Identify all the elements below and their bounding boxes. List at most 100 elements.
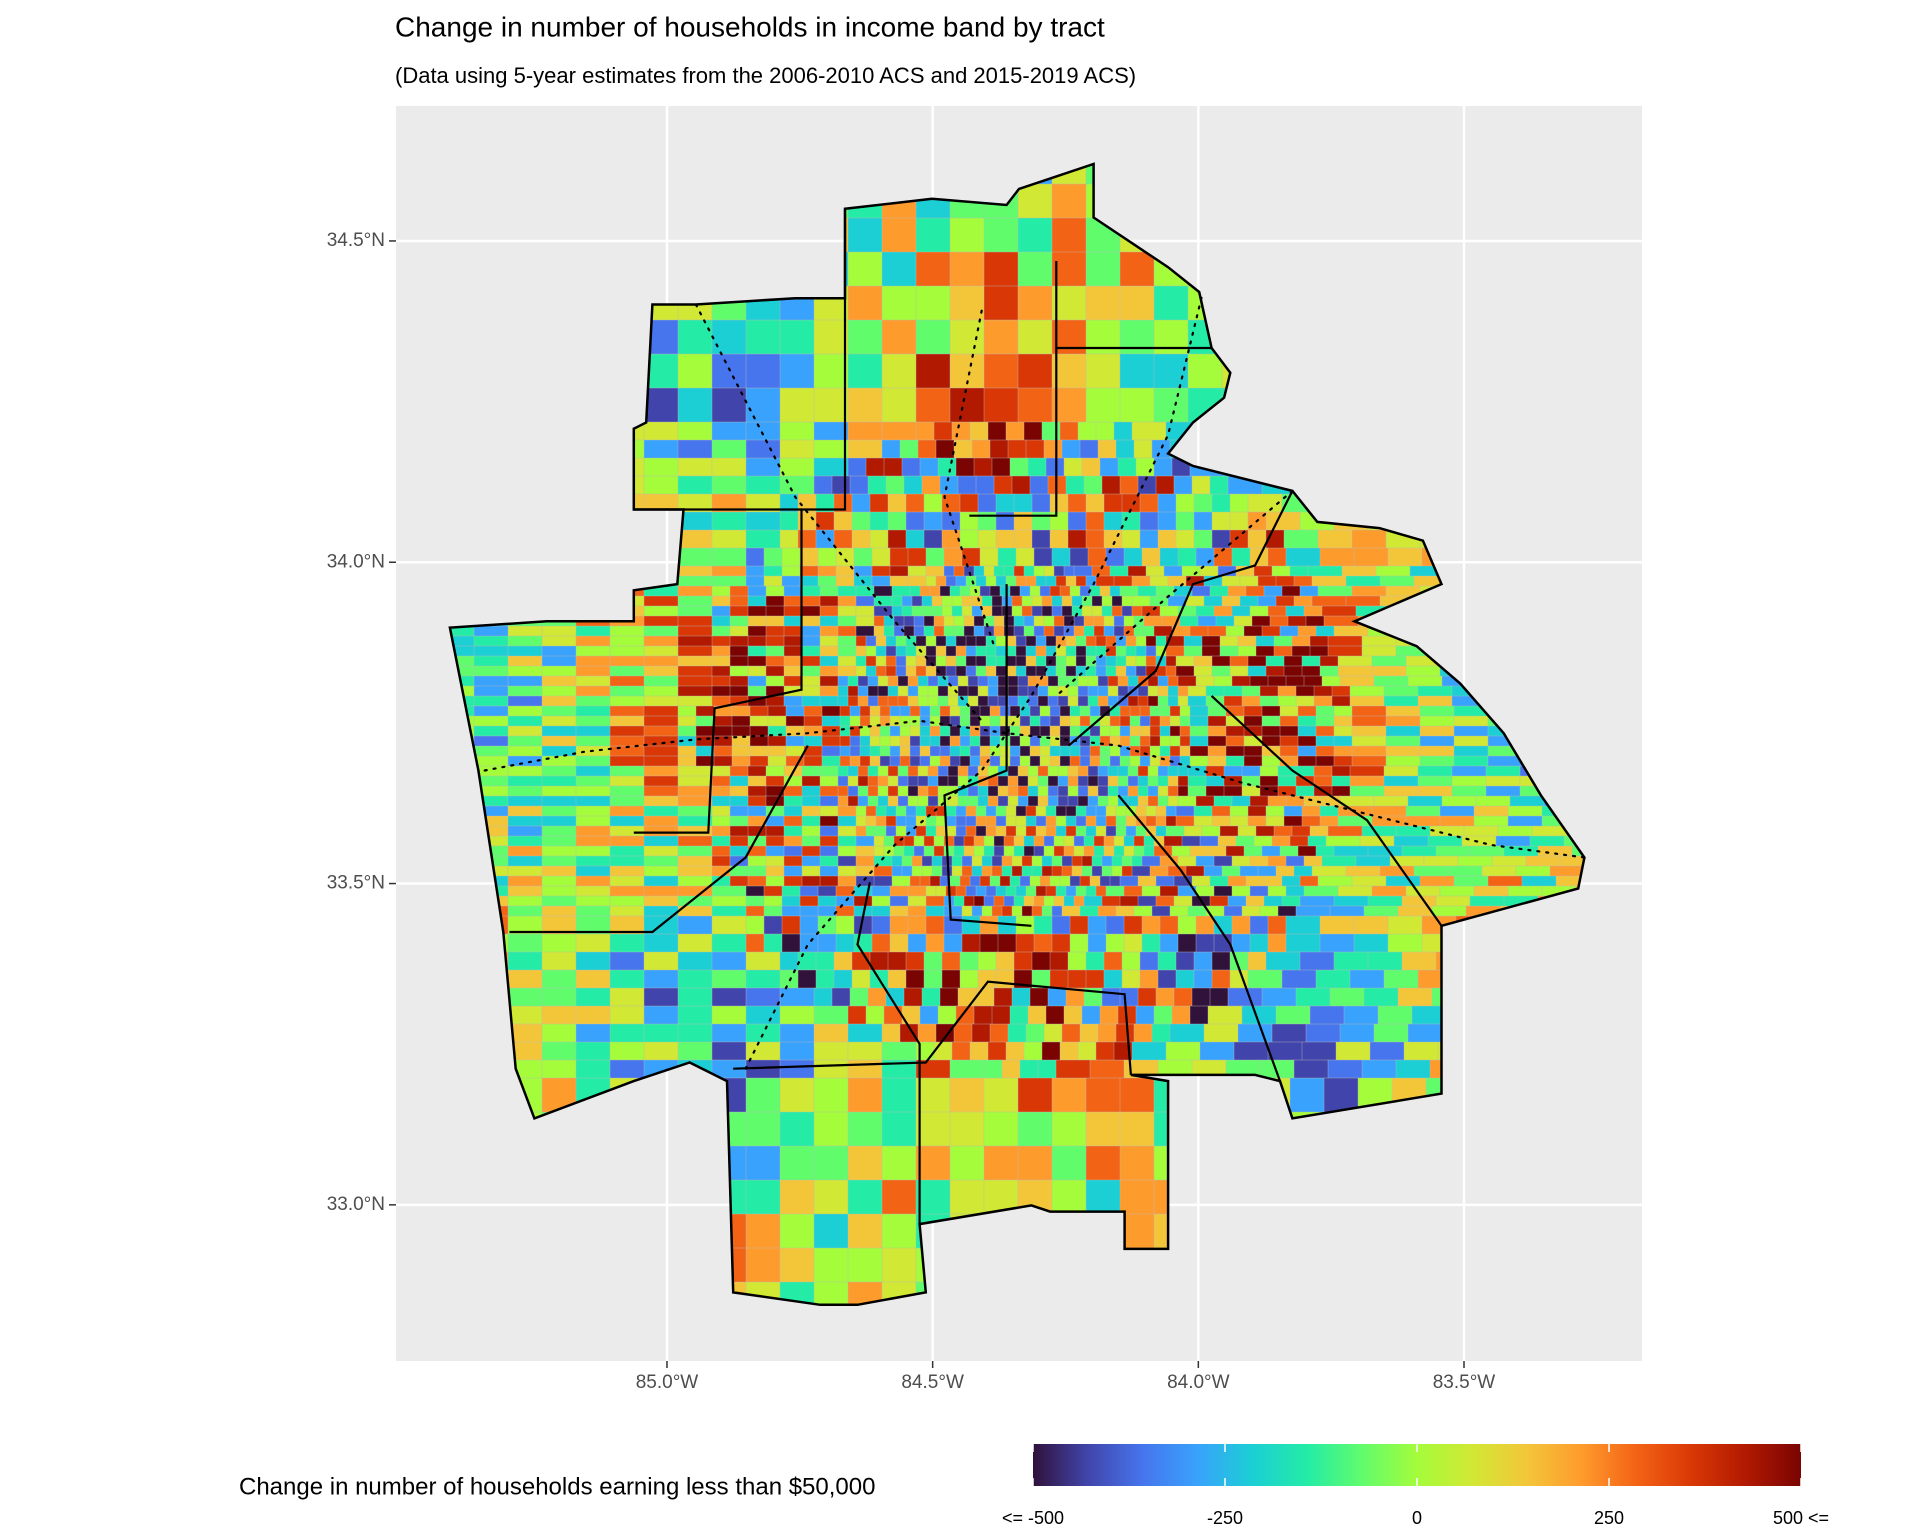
tract	[1079, 1023, 1099, 1043]
tract	[1157, 695, 1169, 707]
tract	[915, 655, 927, 667]
tract	[1049, 875, 1061, 887]
tract	[1061, 595, 1073, 607]
tract	[1157, 951, 1177, 971]
tract	[1139, 705, 1151, 717]
tract	[881, 387, 917, 423]
tract	[959, 529, 979, 549]
tract	[847, 785, 859, 797]
tract	[943, 625, 955, 637]
tract	[925, 885, 937, 897]
tract	[865, 457, 885, 477]
tract	[949, 725, 961, 737]
tract	[1015, 805, 1027, 817]
tract	[983, 353, 1019, 389]
tract	[965, 575, 977, 587]
tract	[945, 815, 957, 827]
tract	[907, 915, 927, 935]
tract	[919, 1005, 939, 1025]
tract	[1179, 715, 1191, 727]
tract	[917, 685, 929, 697]
tract	[1021, 855, 1033, 867]
tract	[1037, 685, 1049, 697]
tract	[781, 933, 801, 953]
tract	[1025, 439, 1045, 459]
tract	[1045, 1005, 1065, 1025]
tract	[1157, 529, 1177, 549]
tract	[745, 1179, 781, 1215]
tract	[1077, 685, 1089, 697]
legend-tick-label: 0	[1412, 1508, 1422, 1528]
tract	[911, 595, 923, 607]
tract	[981, 595, 993, 607]
tract	[1029, 745, 1041, 757]
tract	[909, 585, 921, 597]
tract	[779, 1213, 815, 1249]
tract	[1043, 625, 1055, 637]
tract	[1105, 805, 1117, 817]
tract	[895, 805, 907, 817]
tract	[919, 705, 931, 717]
tract	[835, 933, 855, 953]
tract	[969, 735, 981, 747]
tract	[797, 969, 817, 989]
tract	[1075, 635, 1087, 647]
tract	[779, 511, 799, 531]
tract	[1023, 615, 1035, 627]
tract	[1083, 475, 1103, 495]
tract	[923, 511, 943, 531]
tract	[1149, 705, 1161, 717]
tract	[1083, 835, 1095, 847]
tract	[949, 875, 961, 887]
tract	[1033, 915, 1053, 935]
tract	[947, 765, 959, 777]
tract	[877, 685, 889, 697]
tract	[1005, 825, 1017, 837]
tract	[1077, 775, 1089, 787]
tract	[1101, 595, 1113, 607]
tract	[1033, 835, 1045, 847]
tract	[837, 685, 849, 697]
tract	[1193, 511, 1213, 531]
tract	[915, 387, 951, 423]
tract	[873, 835, 885, 847]
tract	[1017, 183, 1053, 219]
tract	[1169, 705, 1181, 717]
county-border	[733, 980, 1132, 1075]
tract	[905, 969, 925, 989]
tract	[1115, 665, 1127, 677]
tract	[979, 875, 991, 887]
tract	[927, 675, 939, 687]
tract	[1065, 815, 1077, 827]
tract	[959, 493, 979, 513]
tract	[1159, 715, 1171, 727]
tract	[995, 805, 1007, 817]
tract	[1033, 895, 1045, 907]
tract	[995, 951, 1015, 971]
tract	[975, 475, 995, 495]
tract	[1009, 725, 1021, 737]
tract	[1099, 745, 1111, 757]
tract	[1059, 705, 1071, 717]
tract	[857, 795, 869, 807]
tract	[871, 915, 891, 935]
tract	[1045, 665, 1057, 677]
tract	[961, 605, 973, 617]
tract	[1085, 575, 1097, 587]
tract	[1141, 933, 1161, 953]
tract	[847, 1145, 883, 1181]
tract	[921, 865, 933, 877]
tract	[1097, 439, 1117, 459]
tract	[887, 795, 899, 807]
tract	[837, 795, 849, 807]
tract	[1135, 655, 1147, 667]
tract	[953, 1023, 973, 1043]
tract	[929, 875, 941, 887]
tract	[1017, 285, 1053, 321]
tract	[949, 251, 985, 287]
tract	[1077, 675, 1089, 687]
tract	[955, 645, 967, 657]
tract	[1127, 795, 1139, 807]
tract	[915, 353, 951, 389]
tract	[869, 493, 889, 513]
